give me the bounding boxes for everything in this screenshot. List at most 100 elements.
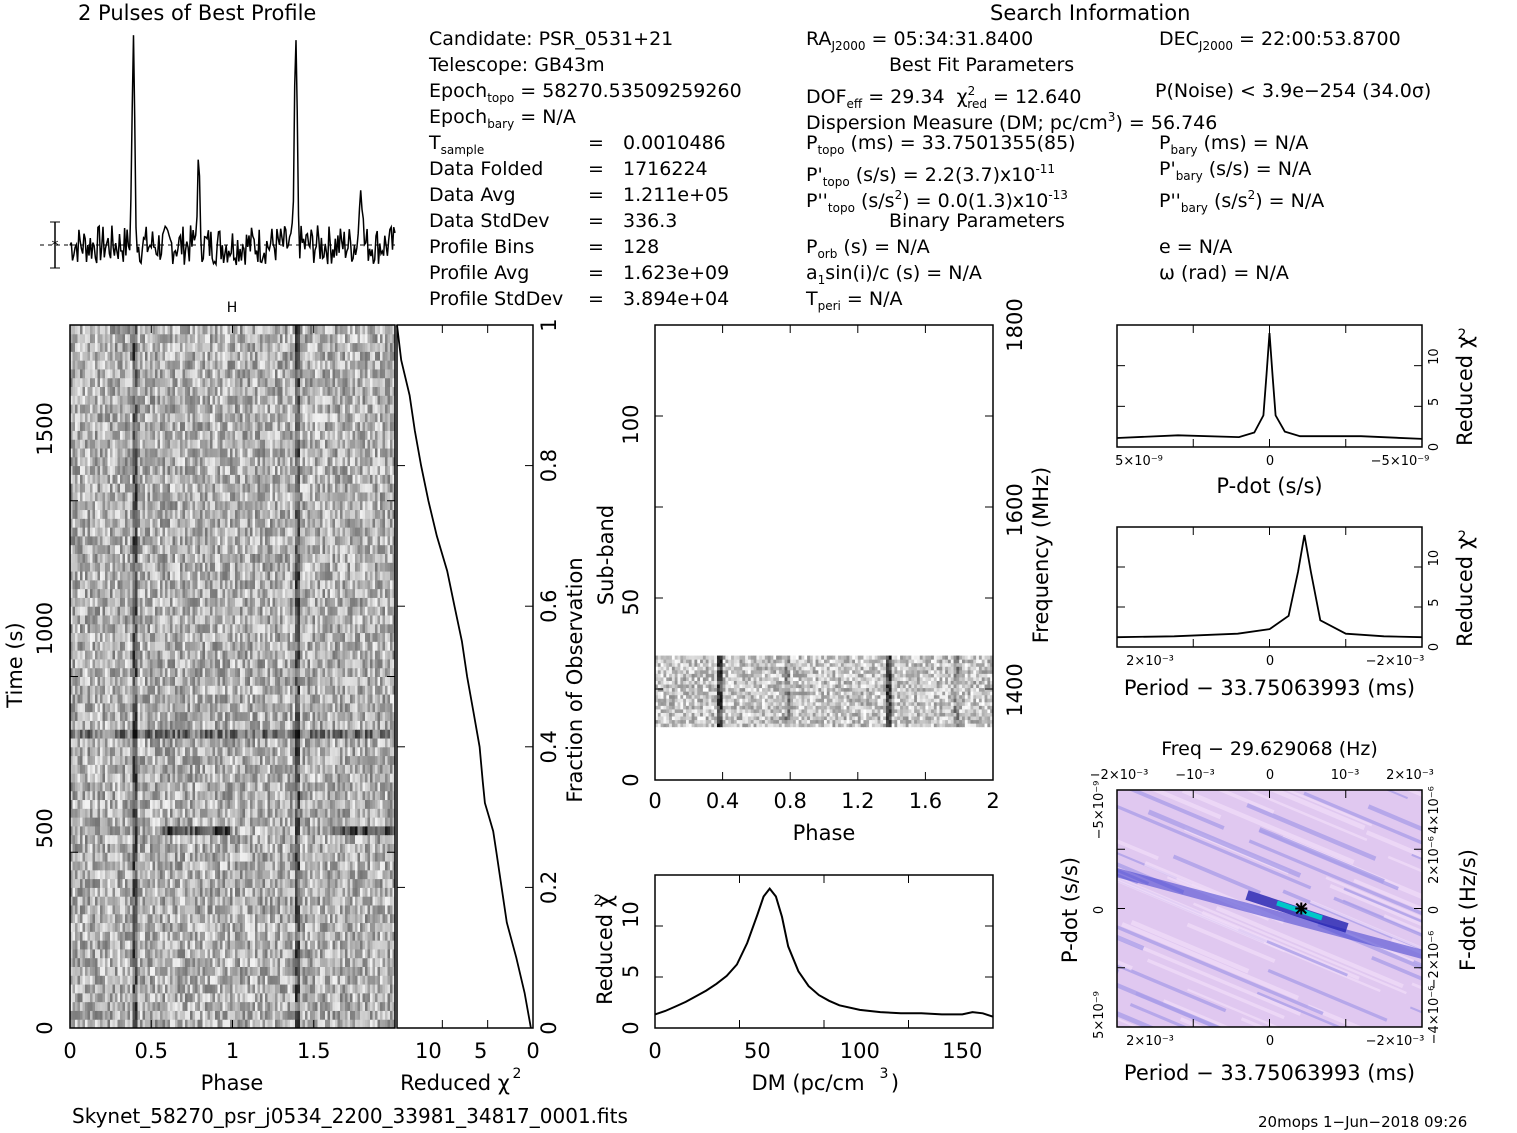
heat-cell — [317, 922, 321, 932]
heat-cell — [165, 825, 168, 836]
heat-cell — [192, 773, 196, 783]
heat-cell — [315, 1001, 318, 1011]
heat-cell — [335, 931, 338, 941]
heat-cell — [162, 913, 166, 924]
heat-cell — [75, 799, 78, 809]
heat-cell — [285, 948, 288, 959]
heat-cell — [175, 799, 178, 809]
heat-cell — [160, 1019, 163, 1029]
heat-cell — [187, 799, 191, 809]
heat-cell — [215, 1019, 218, 1029]
heat-cell — [370, 975, 373, 985]
heat-cell — [302, 817, 306, 827]
heat-cell — [200, 746, 203, 757]
heat-cell — [385, 852, 388, 862]
heat-cell — [147, 834, 151, 844]
heat-cell — [85, 781, 88, 792]
heat-cell — [270, 799, 273, 809]
heat-cell — [210, 878, 213, 888]
heat-cell — [312, 992, 316, 1003]
heat-cell — [72, 940, 76, 950]
heat-cell — [230, 755, 233, 765]
info-left-eq: = — [588, 288, 604, 310]
heat-cell — [392, 817, 396, 827]
heat-cell — [210, 984, 213, 994]
heat-cell — [112, 948, 116, 959]
heat-cell — [207, 808, 211, 818]
heat-cell — [225, 992, 228, 1003]
heat-cell — [282, 808, 286, 818]
heat-cell — [157, 984, 161, 994]
heat-cell — [220, 1019, 223, 1029]
heat-cell — [117, 966, 121, 976]
heat-cell — [217, 764, 221, 774]
heat-cell — [185, 799, 188, 809]
heat-cell — [92, 1001, 96, 1011]
heat-cell — [90, 799, 93, 809]
heat-cell — [95, 1001, 98, 1011]
heat-cell — [90, 861, 93, 871]
heat-cell — [307, 764, 311, 774]
heat-cell — [200, 755, 203, 765]
heat-cell — [72, 992, 76, 1003]
heat-cell — [127, 913, 131, 924]
heat-cell — [327, 957, 331, 967]
heat-cell — [335, 992, 338, 1003]
heat-cell — [262, 861, 266, 871]
heat-cell — [292, 764, 296, 774]
heat-cell — [275, 904, 278, 915]
heat-cell — [322, 799, 326, 809]
heat-cell — [390, 773, 393, 783]
heat-cell — [380, 843, 383, 853]
heat-cell — [262, 817, 266, 827]
heat-cell — [207, 913, 211, 924]
heat-cell — [312, 817, 316, 827]
heat-cell — [325, 931, 328, 941]
heat-cell — [80, 825, 83, 836]
heat-cell — [95, 861, 98, 871]
heat-cell — [155, 940, 158, 950]
heat-cell — [172, 913, 176, 924]
heat-cell — [80, 948, 83, 959]
heat-cell — [205, 957, 208, 967]
heat-cell — [87, 825, 91, 836]
heat-cell — [115, 957, 118, 967]
heat-cell — [137, 825, 141, 836]
heat-cell — [392, 948, 396, 959]
heat-cell — [210, 887, 213, 897]
heat-cell — [72, 966, 76, 976]
heat-cell — [365, 843, 368, 853]
heat-cell — [360, 861, 363, 871]
heat-cell — [95, 755, 98, 765]
heat-cell — [280, 887, 283, 897]
heat-cell — [337, 922, 341, 932]
heat-cell — [215, 746, 218, 757]
heat-cell — [365, 887, 368, 897]
heat-cell — [140, 852, 143, 862]
heat-cell — [152, 984, 156, 994]
heat-cell — [357, 913, 361, 924]
heat-cell — [300, 896, 303, 906]
heat-cell — [165, 834, 168, 844]
heat-cell — [385, 931, 388, 941]
heat-cell — [100, 992, 103, 1003]
heat-cell — [275, 808, 278, 818]
heat-cell — [72, 799, 76, 809]
heat-cell — [160, 966, 163, 976]
heat-cell — [70, 931, 73, 941]
heat-cell — [135, 887, 138, 897]
heat-cell — [177, 948, 181, 959]
heat-cell — [375, 834, 378, 844]
heat-cell — [75, 861, 78, 871]
heat-cell — [237, 843, 241, 853]
heat-cell — [197, 755, 201, 765]
heat-cell — [337, 852, 341, 862]
heat-cell — [157, 966, 161, 976]
heat-cell — [162, 904, 166, 915]
heat-cell — [372, 922, 376, 932]
heat-cell — [295, 1010, 298, 1020]
heat-cell — [340, 764, 343, 774]
heat-cell — [125, 781, 128, 792]
heat-cell — [185, 931, 188, 941]
heat-cell — [355, 869, 358, 880]
